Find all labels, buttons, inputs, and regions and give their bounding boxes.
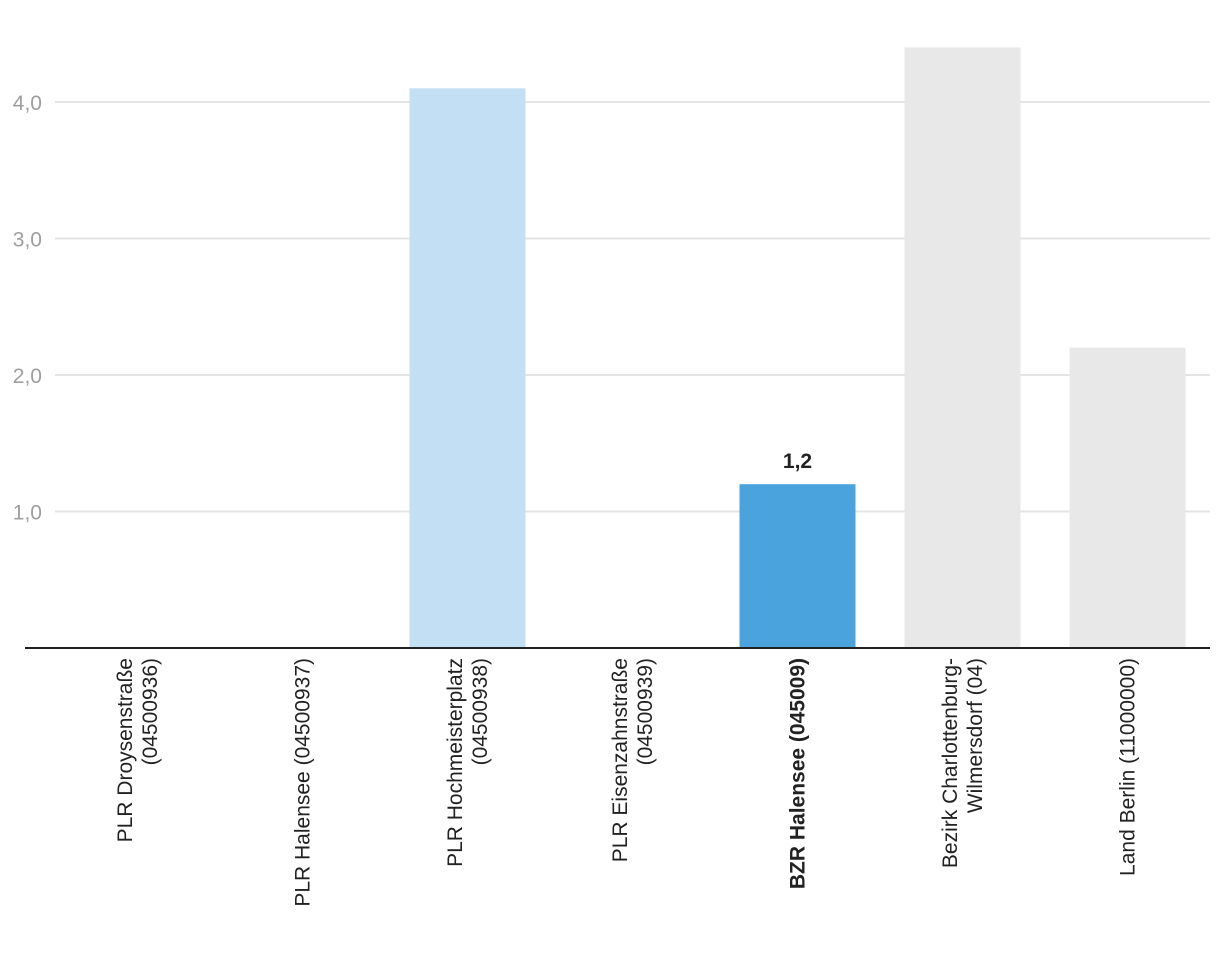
- x-tick-label: Land Berlin (11000000): [1117, 658, 1140, 876]
- y-axis-ticks: 1,0 2,0 3,0 4,0: [13, 92, 42, 525]
- x-tick-label: PLR Hochmeisterplatz (04500938): [444, 658, 492, 867]
- x-tick-label-line: PLR Halensee (04500937): [292, 658, 315, 907]
- x-tick-label: Bezirk Charlottenburg- Wilmersdorf (04): [939, 658, 987, 868]
- x-tick-label-line: PLR Eisenzahnstraße: [609, 658, 632, 862]
- bar: [1069, 347, 1186, 648]
- bar: [409, 88, 526, 649]
- x-tick-label: BZR Halensee (045009): [787, 658, 810, 889]
- x-tick-label-line: BZR Halensee (045009): [787, 658, 810, 889]
- x-tick-label-line: PLR Hochmeisterplatz: [444, 658, 467, 867]
- y-tick-label: 3,0: [13, 229, 42, 252]
- bar: [739, 484, 856, 648]
- x-tick-label-line: (04500938): [469, 658, 492, 765]
- x-axis-labels: PLR Droysenstraße (04500936) PLR Halensee …: [114, 658, 1140, 907]
- bars: [409, 47, 1186, 649]
- x-tick-label: PLR Droysenstraße (04500936): [114, 658, 162, 842]
- data-labels: 1,2: [783, 450, 812, 473]
- x-tick-label-line: Land Berlin (11000000): [1117, 658, 1140, 876]
- bar: [904, 47, 1021, 648]
- data-label: 1,2: [783, 450, 812, 473]
- x-tick-label-line: (04500936): [139, 658, 162, 765]
- y-tick-label: 2,0: [13, 365, 42, 388]
- y-tick-label: 1,0: [13, 502, 42, 525]
- y-tick-label: 4,0: [13, 92, 42, 115]
- gridlines: [55, 101, 1210, 513]
- x-tick-label-line: Bezirk Charlottenburg-: [939, 658, 962, 868]
- x-tick-label-line: Wilmersdorf (04): [964, 658, 987, 813]
- x-tick-label: PLR Eisenzahnstraße (04500939): [609, 658, 657, 862]
- x-tick-label-line: (04500939): [634, 658, 657, 765]
- x-tick-label-line: PLR Droysenstraße: [114, 658, 137, 842]
- x-tick-label: PLR Halensee (04500937): [292, 658, 315, 907]
